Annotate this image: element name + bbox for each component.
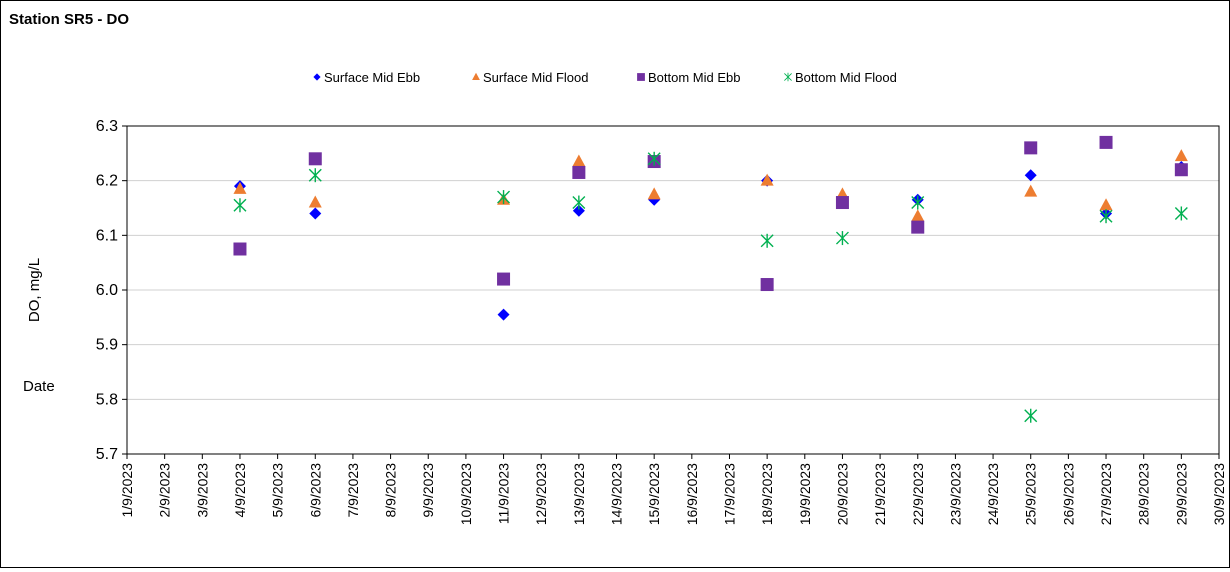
legend-label: Bottom Mid Ebb [648,70,741,85]
data-point [572,165,586,179]
data-point [760,173,774,186]
legend-marker [313,73,321,81]
y-tick-label: 5.8 [96,391,118,408]
x-tick-label: 17/9/2023 [721,463,737,525]
legend-marker [637,73,645,81]
x-tick-label: 19/9/2023 [797,463,813,525]
x-tick-label: 15/9/2023 [646,463,662,525]
data-point [911,220,925,234]
series-bottom-mid-ebb [233,135,1188,292]
x-tick-label: 1/9/2023 [119,463,135,518]
y-tick-label: 6.1 [96,227,118,244]
legend-label: Surface Mid Flood [483,70,589,85]
x-tick-label: 8/9/2023 [383,463,399,518]
data-point [233,242,247,256]
x-tick-label: 22/9/2023 [910,463,926,525]
y-tick-label: 6.3 [96,118,118,135]
x-tick-label: 18/9/2023 [759,463,775,525]
data-point [1024,408,1038,423]
x-axis-label: Date [23,378,55,395]
x-tick-label: 27/9/2023 [1098,463,1114,525]
x-tick-label: 26/9/2023 [1060,463,1076,525]
data-point [572,195,586,210]
data-point [911,209,925,222]
y-tick-label: 6.0 [96,282,118,299]
data-point [911,195,925,210]
grid-lines [127,180,1219,400]
data-point [647,151,661,166]
data-point [1024,141,1038,155]
data-point [1099,135,1113,149]
series-surface-mid-ebb [233,161,1188,321]
y-tick-label: 5.7 [96,446,118,463]
y-tick-label: 5.9 [96,337,118,354]
data-point [233,181,247,194]
data-point [308,168,322,183]
legend-label: Bottom Mid Flood [795,70,897,85]
data-point [497,272,511,286]
x-tick-label: 11/9/2023 [496,463,512,524]
x-tick-label: 3/9/2023 [194,463,210,518]
x-tick-label: 25/9/2023 [1023,463,1039,525]
x-tick-label: 23/9/2023 [947,463,963,525]
legend-item: Bottom Mid Ebb [637,70,741,85]
legend-marker [784,72,792,82]
x-tick-label: 4/9/2023 [232,463,248,518]
data-point [1174,206,1188,221]
chart-title: Station SR5 - DO [9,11,130,28]
x-axis: 1/9/2023 2/9/2023 3/9/2023 4/9/2023 5/9/2023… [119,454,1227,525]
x-tick-label: 13/9/2023 [571,463,587,525]
data-point [308,152,322,166]
data-point [309,207,322,220]
legend-item: Surface Mid Ebb [313,70,420,85]
data-point [1024,184,1038,197]
data-point [835,231,849,246]
data-point [647,187,661,200]
data-point [760,233,774,248]
y-axis-label: DO, mg/L [26,258,43,322]
x-tick-label: 28/9/2023 [1136,463,1152,525]
data-point [1099,209,1113,224]
x-tick-label: 30/9/2023 [1211,463,1227,525]
x-tick-label: 10/9/2023 [458,463,474,525]
data-point [1174,163,1188,177]
data-point [1099,198,1113,211]
legend-item: Surface Mid Flood [472,70,589,85]
x-tick-label: 5/9/2023 [270,463,286,518]
data-point [497,190,511,205]
data-point [308,195,322,208]
data-points [233,135,1188,423]
x-tick-label: 7/9/2023 [345,463,361,518]
x-tick-label: 16/9/2023 [684,463,700,525]
data-point [233,198,247,213]
legend-marker [472,72,480,80]
data-point [835,196,849,210]
data-point [760,278,774,292]
x-tick-label: 14/9/2023 [609,463,625,525]
series-bottom-mid-flood [233,151,1188,423]
data-point [1174,149,1188,162]
x-tick-label: 9/9/2023 [420,463,436,518]
data-point [497,308,510,321]
x-tick-label: 29/9/2023 [1173,463,1189,525]
data-point [572,154,586,167]
x-tick-label: 6/9/2023 [307,463,323,518]
legend: Surface Mid Ebb Surface Mid Flood Bottom M… [313,70,897,85]
x-tick-label: 20/9/2023 [834,463,850,525]
y-tick-label: 6.2 [96,173,118,190]
data-point [572,204,585,217]
data-point [1024,169,1037,182]
series-surface-mid-flood [233,149,1188,222]
legend-item: Bottom Mid Flood [784,70,897,85]
x-tick-label: 2/9/2023 [157,463,173,518]
x-tick-label: 12/9/2023 [533,463,549,525]
legend-label: Surface Mid Ebb [324,70,420,85]
x-tick-label: 21/9/2023 [872,463,888,525]
x-tick-label: 24/9/2023 [985,463,1001,525]
y-axis: 5.7 5.8 5.9 6.0 6.1 6.2 6.3 [96,118,127,463]
